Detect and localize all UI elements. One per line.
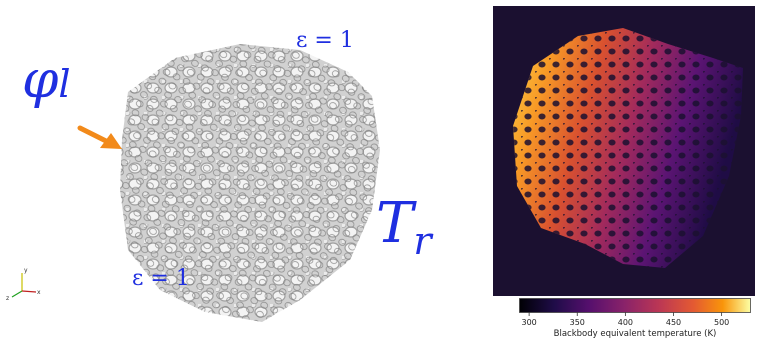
colorbar-tick-label: 500 xyxy=(713,318,730,327)
colorbar-tick-label: 450 xyxy=(665,318,682,327)
foam-geometry-render: y x z xyxy=(6,44,380,322)
colorbar-tick-label: 300 xyxy=(521,318,537,327)
axes-triad: y x z xyxy=(6,267,41,302)
incident-flux-arrow xyxy=(77,125,122,149)
axis-y-label: y xyxy=(24,267,28,274)
axis-z-label: z xyxy=(6,295,9,302)
phi-l-label: φl xyxy=(22,50,71,110)
colorbar-label: Blackbody equivalent temperature (K) xyxy=(553,329,717,339)
colorbar: 300 350 400 450 500 Blackbody equivalent tem… xyxy=(519,298,751,340)
foam-geometry-panel: y x z φl ε = 1 ε = 1 Tr xyxy=(6,28,432,322)
temperature-foam-render xyxy=(513,28,743,268)
temperature-render-panel xyxy=(493,6,755,296)
colorbar-tick-label: 350 xyxy=(569,318,585,327)
colorbar-tick-label: 400 xyxy=(617,318,634,327)
axis-x-label: x xyxy=(37,289,41,296)
epsilon-bottom-label: ε = 1 xyxy=(132,266,190,291)
epsilon-top-label: ε = 1 xyxy=(296,28,354,53)
t-r-label: Tr xyxy=(376,191,432,263)
colorbar-gradient xyxy=(519,298,751,316)
colorbar-ticks xyxy=(528,312,723,316)
